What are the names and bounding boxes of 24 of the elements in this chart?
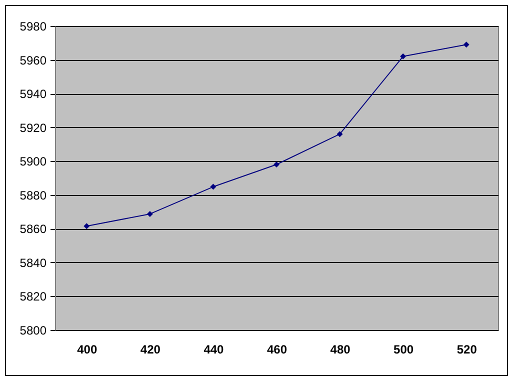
point	[84, 223, 90, 230]
y-tick-label: 5820	[20, 290, 47, 304]
point	[146, 210, 153, 217]
y-tick-label: 5980	[20, 20, 47, 34]
y-tick-label: 5940	[20, 87, 47, 102]
x-tick-label: 500	[394, 342, 414, 356]
x-tick-label: 440	[204, 342, 224, 356]
x-tick-label: 520	[456, 342, 478, 356]
x-tick-label: 460	[266, 342, 288, 356]
x-tick-label: 480	[330, 342, 351, 356]
y-tick-label: 5880	[20, 188, 47, 202]
point	[274, 161, 280, 168]
point	[400, 53, 406, 60]
x-tick-label: 420	[140, 342, 161, 356]
y-tick-label: 5960	[20, 53, 47, 68]
y-tick-label: 5900	[20, 154, 47, 169]
point	[463, 42, 470, 48]
y-tick-label: 5920	[20, 120, 47, 135]
point	[210, 184, 216, 190]
y-tick-label: 5840	[20, 256, 47, 270]
y-tick-label: 5800	[20, 324, 47, 338]
x-tick-label: 400	[77, 342, 98, 356]
y-tick-label: 5860	[20, 222, 47, 236]
point	[336, 131, 343, 138]
